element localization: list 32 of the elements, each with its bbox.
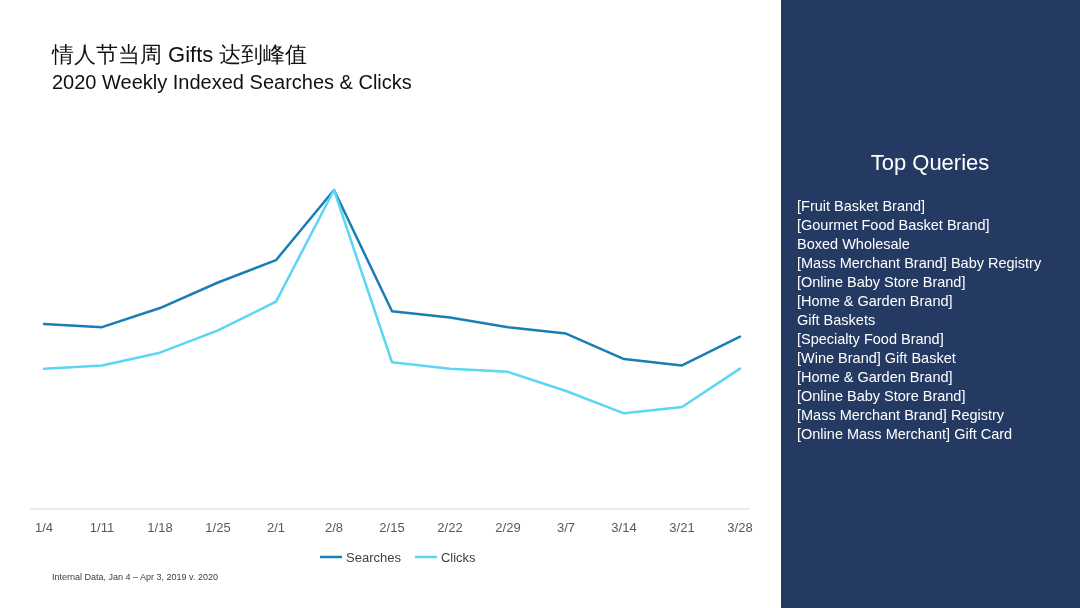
text: [Online Baby Store Brand]	[797, 274, 966, 290]
chart-subtitle: 2020 Weekly Indexed Searches & Clicks	[52, 71, 412, 93]
x-tick-label: 2/15	[379, 520, 405, 535]
text: [Mass Merchant Brand] Baby Registry	[797, 255, 1042, 271]
x-tick-label: 1/18	[147, 520, 173, 535]
text: [Mass Merchant Brand] Registry	[797, 407, 1005, 423]
x-tick-label: 1/4	[34, 520, 54, 535]
x-tick-label: 3/7	[556, 520, 576, 535]
chart-title: 情人节当周 Gifts 达到峰值	[51, 42, 308, 67]
text: Internal Data, Jan 4 – Apr 3, 2019 v. 2020	[52, 572, 218, 582]
x-tick-label: 1/25	[205, 520, 231, 535]
x-tick-label: 2/22	[437, 520, 463, 535]
x-tick-label: 2/8	[324, 520, 344, 535]
x-tick-label: 3/14	[611, 520, 637, 535]
x-tick-label: 1/11	[89, 520, 115, 535]
x-tick-label: 2/1	[266, 520, 286, 535]
legend-label: Clicks	[440, 550, 477, 565]
text: Gift Baskets	[797, 312, 876, 328]
x-tick-label: 3/21	[669, 520, 695, 535]
x-tick-label: 2/29	[495, 520, 521, 535]
text: [Home & Garden Brand]	[797, 369, 953, 385]
text: [Fruit Basket Brand]	[797, 198, 926, 214]
legend-label: Searches	[346, 550, 402, 565]
text: [Online Mass Merchant] Gift Card	[797, 426, 1013, 442]
text: Top Queries	[870, 150, 990, 175]
text: [Specialty Food Brand]	[797, 331, 944, 347]
text: [Online Baby Store Brand]	[797, 388, 966, 404]
text: [Home & Garden Brand]	[797, 293, 953, 309]
text: Boxed Wholesale	[797, 236, 910, 252]
text: [Wine Brand] Gift Basket	[797, 350, 956, 366]
text: [Gourmet Food Basket Brand]	[797, 217, 990, 233]
x-tick-label: 3/28	[727, 520, 753, 535]
